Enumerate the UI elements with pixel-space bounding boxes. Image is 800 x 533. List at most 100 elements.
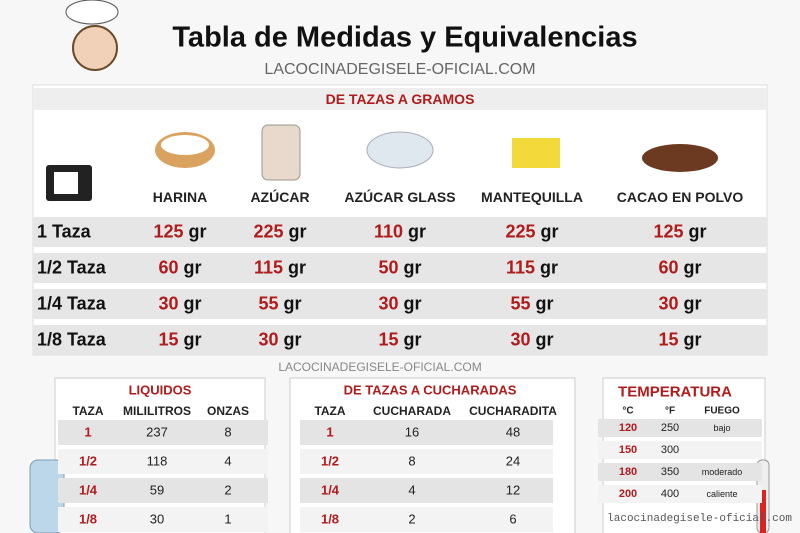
cell-unit: gr <box>283 329 302 350</box>
cell: 30 gr <box>658 294 701 315</box>
section-title: DE TAZAS A GRAMOS <box>325 91 475 107</box>
cell-amount: 125 <box>153 221 184 242</box>
row-band <box>598 441 762 459</box>
table-cell: 4 <box>224 453 232 469</box>
table-cell: 4 <box>408 482 416 498</box>
table-header: FUEGO <box>704 405 740 417</box>
cell-amount: 115 <box>505 257 536 278</box>
table-cell: 24 <box>505 453 521 469</box>
table-cell: 1/2 <box>320 453 340 469</box>
table-cell: 300 <box>660 444 680 456</box>
cell: 115 gr <box>506 258 558 279</box>
cell-unit: gr <box>535 293 554 314</box>
table-cell: caliente <box>706 489 738 499</box>
cell-amount: 15 <box>378 329 399 350</box>
main-band <box>33 88 767 110</box>
cell-amount: 60 <box>158 257 179 278</box>
chef-hat <box>65 0 119 25</box>
table-cell: 400 <box>660 488 680 500</box>
cell-unit: gr <box>403 293 422 314</box>
cell: 15 gr <box>158 330 201 351</box>
title: Tabla de Medidas y Equivalencias <box>172 21 638 54</box>
table-cell: 120 <box>618 422 638 434</box>
table-cell: 1/4 <box>78 482 98 498</box>
row-label: 1 Taza <box>37 221 91 242</box>
watermark: LACOCINADEGISELE-OFICIAL.COM <box>278 360 482 374</box>
table-cell: 1 <box>224 511 232 527</box>
table-cell: bajo <box>713 423 731 433</box>
table-cell: 180 <box>618 466 638 478</box>
cell-unit: gr <box>183 329 202 350</box>
cell-amount: 225 <box>253 221 284 242</box>
cell: 60 gr <box>158 258 201 279</box>
row-band <box>300 477 553 503</box>
cell: 125 gr <box>653 222 706 243</box>
table-cell: 12 <box>505 482 521 498</box>
sugar-icon <box>261 124 301 181</box>
cell: 55 gr <box>258 294 301 315</box>
table-cell: 118 <box>146 453 168 469</box>
table-cell: 200 <box>618 488 638 500</box>
cocoa-icon <box>642 144 718 172</box>
cell-amount: 30 <box>510 329 531 350</box>
table-header: MILILITROS <box>123 404 191 418</box>
cell-unit: gr <box>535 329 554 350</box>
cell: 30 gr <box>158 294 201 315</box>
site: LACOCINADEGISELE-OFICIAL.COM <box>264 61 536 78</box>
butter-icon <box>512 138 560 168</box>
table-cell: 30 <box>149 511 165 527</box>
cell-unit: gr <box>540 257 559 278</box>
table-cell: 150 <box>618 444 638 456</box>
table-title: DE TAZAS A CUCHARADAS <box>343 382 517 398</box>
cell: 115 gr <box>254 258 306 279</box>
thermometer-fill <box>760 490 766 533</box>
row-band <box>300 506 553 532</box>
cell: 60 gr <box>658 258 701 279</box>
table-cell: 350 <box>660 466 680 478</box>
row-band <box>598 485 762 503</box>
row-band <box>58 477 268 503</box>
cell-unit: gr <box>683 329 702 350</box>
table-cell: 8 <box>408 453 416 469</box>
cell-amount: 30 <box>378 293 399 314</box>
row-band <box>33 253 767 283</box>
row-band <box>598 463 762 481</box>
cell-amount: 115 <box>253 257 284 278</box>
cell-unit: gr <box>183 257 202 278</box>
cell-unit: gr <box>408 221 427 242</box>
table-title: LIQUIDOS <box>128 382 192 398</box>
row-label: 1/8 Taza <box>37 329 106 350</box>
chef-face <box>72 25 118 71</box>
table-cell: 59 <box>149 482 165 498</box>
cell: 225 gr <box>505 222 558 243</box>
table-header: ONZAS <box>207 404 249 418</box>
table-header: °C <box>622 405 634 417</box>
cell-amount: 50 <box>378 257 399 278</box>
column-header: AZÚCAR <box>250 189 310 205</box>
cell: 110 gr <box>374 222 426 243</box>
table-cell: 48 <box>505 424 521 440</box>
column-header: HARINA <box>152 189 208 205</box>
column-header: MANTEQUILLA <box>481 189 583 205</box>
table-header: TAZA <box>314 404 346 418</box>
cell-amount: 30 <box>658 293 679 314</box>
table-cell: moderado <box>701 467 743 477</box>
cell-amount: 30 <box>258 329 279 350</box>
row-band <box>58 448 268 474</box>
cell-amount: 55 <box>510 293 531 314</box>
cell: 125 gr <box>153 222 206 243</box>
glass-sugar-icon <box>366 131 434 169</box>
table-cell: 1/8 <box>320 511 340 527</box>
cell-amount: 55 <box>258 293 279 314</box>
table-cell: 237 <box>146 424 168 440</box>
table-cell: 16 <box>404 424 420 440</box>
cell-unit: gr <box>683 257 702 278</box>
row-band <box>598 419 762 437</box>
cell-unit: gr <box>188 221 207 242</box>
cell-amount: 15 <box>658 329 679 350</box>
row-band <box>58 419 268 445</box>
table-cell: 2 <box>224 482 232 498</box>
row-band <box>33 217 767 247</box>
footer-watermark: lacocinadegisele-oficial.com <box>607 513 792 525</box>
table-cell: 2 <box>408 511 416 527</box>
